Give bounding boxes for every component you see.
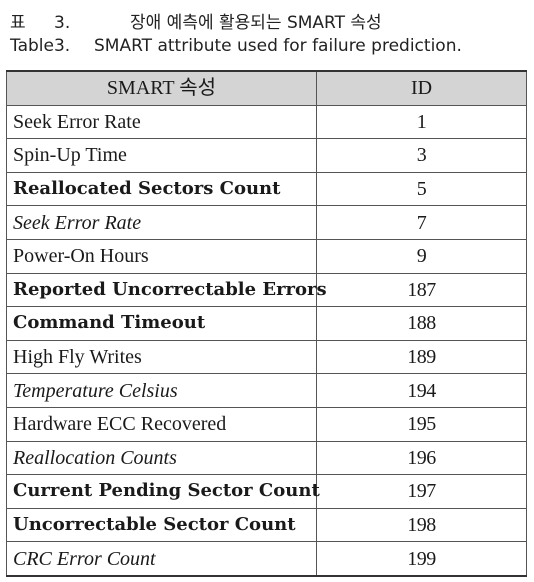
table-row: Temperature Celsius 194 bbox=[6, 373, 527, 408]
attribute-name-cell: Uncorrectable Sector Count bbox=[6, 507, 317, 543]
attribute-name-cell: High Fly Writes bbox=[6, 339, 317, 375]
table-row: Seek Error Rate 1 bbox=[6, 104, 527, 140]
attribute-name-cell: Current Pending Sector Count bbox=[6, 474, 320, 509]
attribute-name-cell: Temperature Celsius bbox=[6, 373, 317, 408]
attribute-id-cell: 7 bbox=[316, 205, 527, 240]
attribute-id-cell: 3 bbox=[316, 138, 527, 173]
caption-number-english: Table3. bbox=[10, 36, 71, 56]
table-caption-korean: 표 3. 장애 예측에 활용되는 SMART 속성 bbox=[10, 8, 382, 33]
header-attribute: SMART 속성 bbox=[6, 69, 317, 106]
table-row: Reallocation Counts 196 bbox=[6, 440, 527, 476]
table-row: High Fly Writes 189 bbox=[6, 339, 527, 375]
caption-title-korean: 장애 예측에 활용되는 SMART 속성 bbox=[130, 13, 382, 33]
table-row: Command Timeout 188 bbox=[6, 306, 527, 341]
attribute-name-cell: Reported Uncorrectable Errors bbox=[6, 272, 327, 308]
attribute-id-cell: 196 bbox=[316, 440, 527, 476]
attribute-id-cell: 198 bbox=[316, 507, 527, 543]
attribute-id-cell: 197 bbox=[316, 474, 527, 509]
table-row: Reallocated Sectors Count 5 bbox=[6, 171, 527, 207]
attribute-name-cell: Spin-Up Time bbox=[6, 138, 317, 173]
table-row: Current Pending Sector Count 197 bbox=[6, 474, 527, 509]
attribute-id-cell: 5 bbox=[316, 171, 527, 207]
attribute-name-cell: Reallocation Counts bbox=[6, 440, 317, 476]
table-row: Seek Error Rate 7 bbox=[6, 205, 527, 240]
attribute-name-cell: Seek Error Rate bbox=[6, 104, 317, 140]
caption-label-korean: 표 bbox=[10, 13, 26, 33]
attribute-id-cell: 1 bbox=[316, 104, 527, 140]
table-caption-english: Table3. SMART attribute used for failure … bbox=[10, 36, 462, 56]
table-row: Power-On Hours 9 bbox=[6, 238, 527, 274]
attribute-name-cell: CRC Error Count bbox=[6, 541, 317, 577]
attribute-id-cell: 194 bbox=[316, 373, 527, 408]
caption-number-korean: 3. bbox=[54, 13, 71, 33]
table-body: Seek Error Rate 1 Spin-Up Time 3 Reallocated… bbox=[6, 104, 527, 577]
attribute-name-cell: Hardware ECC Recovered bbox=[6, 406, 317, 442]
smart-attribute-table: SMART 속성 ID Seek Error Rate 1 Spin-Up Time… bbox=[6, 69, 527, 577]
attribute-name-cell: Seek Error Rate bbox=[6, 205, 317, 240]
attribute-id-cell: 187 bbox=[316, 272, 527, 308]
attribute-name-cell: Power-On Hours bbox=[6, 238, 317, 274]
attribute-name-cell: Reallocated Sectors Count bbox=[6, 171, 317, 207]
attribute-id-cell: 9 bbox=[316, 238, 527, 274]
table-header-row: SMART 속성 ID bbox=[6, 69, 527, 106]
caption-title-english: SMART attribute used for failure predict… bbox=[94, 36, 462, 56]
attribute-id-cell: 188 bbox=[316, 306, 527, 341]
header-id: ID bbox=[316, 69, 527, 106]
table-row: Hardware ECC Recovered 195 bbox=[6, 406, 527, 442]
table-row: Reported Uncorrectable Errors 187 bbox=[6, 272, 527, 308]
attribute-name-cell: Command Timeout bbox=[6, 306, 317, 341]
table-row: Spin-Up Time 3 bbox=[6, 138, 527, 173]
attribute-id-cell: 199 bbox=[316, 541, 527, 577]
attribute-id-cell: 195 bbox=[316, 406, 527, 442]
table-row: Uncorrectable Sector Count 198 bbox=[6, 507, 527, 543]
attribute-id-cell: 189 bbox=[316, 339, 527, 375]
table-row: CRC Error Count 199 bbox=[6, 541, 527, 577]
